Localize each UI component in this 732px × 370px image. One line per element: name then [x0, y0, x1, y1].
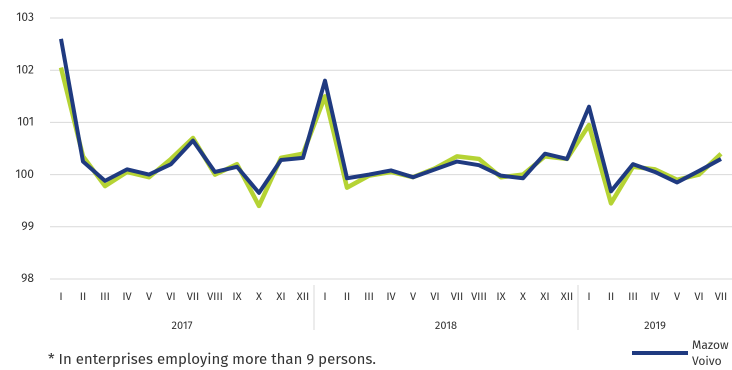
- x-tick-label: VII: [187, 290, 200, 303]
- x-tick-label: III: [364, 290, 374, 303]
- x-tick-label: I: [59, 290, 62, 303]
- x-tick-label: III: [628, 290, 638, 303]
- x-tick-label: II: [608, 290, 615, 303]
- x-tick-label: V: [146, 290, 153, 303]
- x-tick-label: VI: [694, 290, 703, 303]
- x-tick-label: IV: [386, 290, 396, 303]
- y-tick-label: 102: [16, 63, 34, 77]
- x-tick-label: IV: [122, 290, 132, 303]
- x-tick-label: VIII: [207, 290, 223, 303]
- x-tick-label: VIII: [471, 290, 487, 303]
- y-tick-label: 100: [15, 168, 34, 182]
- x-tick-label: V: [674, 290, 681, 303]
- y-tick-label: 98: [21, 272, 34, 286]
- x-tick-label: IX: [496, 290, 505, 303]
- x-tick-label: XII: [297, 290, 309, 303]
- x-tick-label: X: [256, 290, 262, 303]
- x-tick-label: V: [410, 290, 417, 303]
- x-tick-label: I: [323, 290, 326, 303]
- group-label: 2019: [644, 319, 666, 332]
- group-label: 2018: [435, 319, 457, 332]
- x-tick-label: VII: [715, 290, 728, 303]
- x-tick-label: IV: [650, 290, 660, 303]
- x-tick-label: XI: [540, 290, 549, 303]
- x-tick-label: II: [344, 290, 351, 303]
- x-tick-label: VI: [166, 290, 175, 303]
- y-tick-label: 99: [21, 220, 34, 234]
- x-tick-label: VII: [451, 290, 464, 303]
- x-tick-label: XII: [561, 290, 573, 303]
- x-tick-label: IX: [232, 290, 241, 303]
- group-label: 2017: [172, 319, 193, 332]
- series-line: [59, 38, 722, 195]
- x-tick-label: X: [520, 290, 526, 303]
- x-tick-label: I: [587, 290, 590, 303]
- footnote: * In enterprises employing more than 9 p…: [48, 350, 376, 368]
- x-tick-label: XI: [276, 290, 285, 303]
- x-tick-label: III: [100, 290, 110, 303]
- series-line: [58, 67, 723, 209]
- x-tick-label: II: [80, 290, 87, 303]
- legend-label: Mazow: [692, 339, 729, 353]
- x-tick-label: VI: [430, 290, 439, 303]
- y-tick-label: 103: [16, 11, 34, 25]
- legend-label: Voivo: [692, 355, 722, 369]
- y-tick-label: 101: [17, 116, 34, 130]
